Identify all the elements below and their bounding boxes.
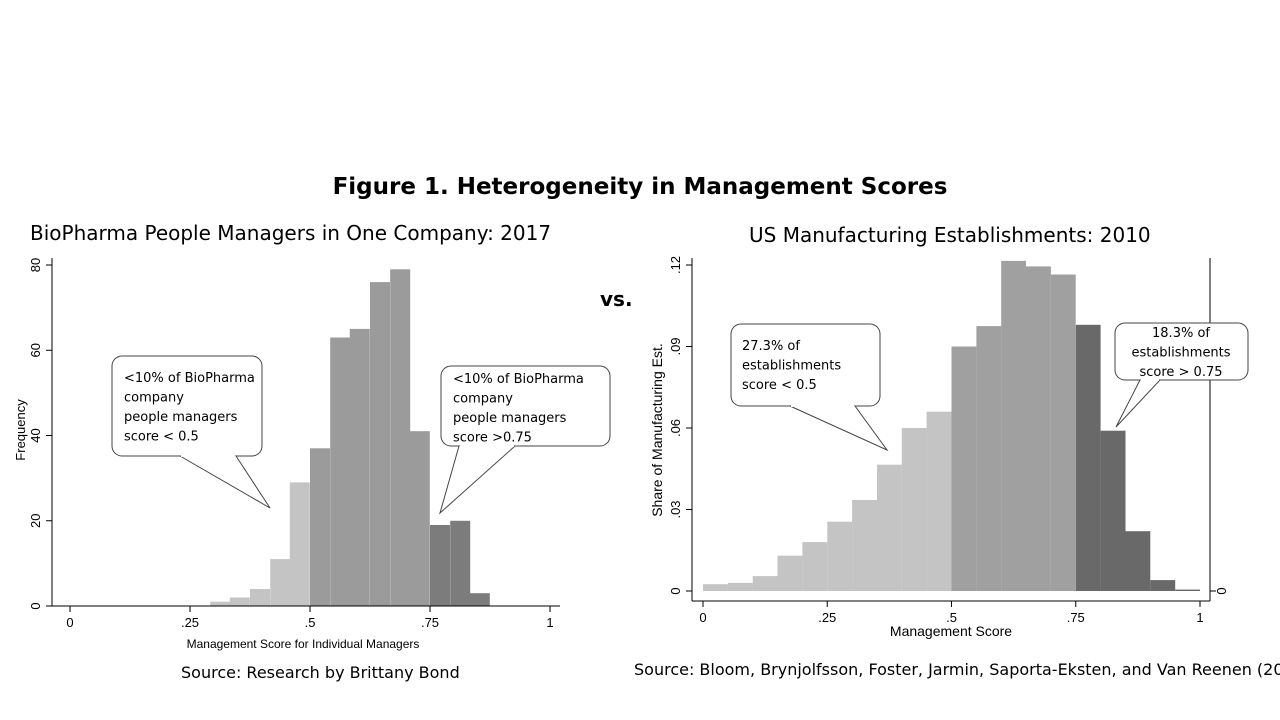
callout-pointer: [439, 445, 516, 515]
right-callout-2: 18.3% of establishments score > 0.75: [1114, 322, 1249, 428]
left-y-tick-label: 0: [28, 602, 43, 609]
right-source-note: Source: Bloom, Brynjolfsson, Foster, Jar…: [634, 660, 1280, 679]
right-bar-7: [877, 464, 902, 591]
callout-text-line: company: [453, 392, 513, 407]
callout-text-line: score > 0.75: [1139, 365, 1222, 380]
right-secondary-axis-label: 0: [1214, 587, 1229, 594]
right-bar-17: [1125, 531, 1151, 591]
right-x-axis-label: Management Score: [890, 623, 1012, 639]
right-y-tick-label: .06: [668, 419, 683, 437]
callout-text-line: <10% of BioPharma: [453, 372, 584, 387]
callout-pointer: [1115, 379, 1161, 428]
callout-text-line: score < 0.5: [124, 430, 199, 445]
right-bar-3: [777, 555, 803, 591]
right-bar-19: [1175, 589, 1200, 591]
left-callout-1: <10% of BioPharma company people managers s…: [111, 355, 271, 509]
left-y-tick-label: 20: [28, 514, 43, 528]
right-bar-13: [1026, 266, 1051, 591]
callout-text-line: score < 0.5: [742, 378, 817, 393]
right-y-tick-label: 0: [668, 587, 683, 594]
right-y-tick-label: .09: [668, 337, 683, 355]
callout-text-line: people managers: [124, 410, 238, 425]
callout-text-line: score >0.75: [453, 431, 532, 446]
right-bar-0: [703, 584, 728, 591]
left-x-tick-label: .25: [181, 615, 199, 630]
left-bar-7: [349, 328, 370, 606]
left-bar-8: [370, 282, 390, 606]
callout-text-line: 18.3% of: [1152, 326, 1210, 341]
figure-title: Figure 1. Heterogeneity in Management Sc…: [332, 174, 948, 200]
left-callout-2: <10% of BioPharma company people managers s…: [439, 365, 611, 515]
left-x-tick-label: .75: [421, 615, 439, 630]
callout-pointer: [789, 405, 889, 452]
right-x-tick-label: 1: [1196, 610, 1203, 625]
left-bar-6: [330, 337, 351, 606]
callout-text-line: establishments: [742, 359, 841, 374]
left-y-tick-label: 80: [28, 258, 43, 272]
left-x-axis-label: Management Score for Individual Managers: [187, 637, 420, 651]
left-x-tick-label: 1: [546, 615, 553, 630]
right-bar-11: [976, 326, 1002, 591]
right-x-tick-label: .75: [1067, 610, 1085, 625]
right-bar-4: [802, 542, 828, 591]
right-x-tick-label: .5: [946, 610, 957, 625]
left-bar-0: [210, 601, 231, 606]
right-y-axis-label: Share of Manufacturing Est.: [649, 343, 665, 517]
left-bar-2: [250, 589, 270, 606]
vs-label: vs.: [600, 287, 633, 311]
left-bar-3: [270, 559, 291, 606]
left-bar-4: [289, 482, 310, 606]
right-bar-15: [1075, 324, 1101, 591]
left-bar-10: [409, 431, 430, 606]
left-y-axis-label: Frequency: [13, 399, 28, 461]
left-x-tick-label: .5: [305, 615, 316, 630]
right-y-tick-label: .12: [668, 256, 683, 274]
right-bar-10: [951, 346, 977, 591]
callout-text-line: <10% of BioPharma: [124, 371, 255, 386]
callout-pointer: [179, 455, 271, 509]
left-chart-title: BioPharma People Managers in One Company…: [30, 221, 552, 245]
right-bar-8: [901, 428, 927, 591]
left-bar-13: [469, 593, 490, 606]
right-bar-9: [926, 411, 952, 591]
callout-text-line: company: [124, 391, 184, 406]
left-bar-11: [430, 525, 450, 606]
right-bar-6: [852, 500, 877, 591]
right-callout-1: 27.3% of establishments score < 0.5: [730, 323, 889, 452]
right-bar-18: [1150, 580, 1176, 591]
left-source-note: Source: Research by Brittany Bond: [181, 663, 460, 682]
left-x-tick-label: 0: [66, 615, 73, 630]
left-bar-12: [450, 520, 471, 607]
right-y-tick-label: .03: [668, 500, 683, 518]
right-bar-2: [752, 576, 778, 591]
right-bar-14: [1050, 274, 1076, 591]
right-bar-16: [1100, 430, 1126, 591]
left-bar-1: [229, 597, 250, 606]
right-bar-5: [827, 521, 853, 591]
left-bar-5: [310, 448, 330, 606]
left-y-tick-label: 40: [28, 428, 43, 442]
right-x-tick-label: 0: [699, 610, 706, 625]
right-bar-12: [1001, 260, 1026, 591]
right-bar-1: [727, 582, 753, 591]
callout-box: [1114, 322, 1249, 381]
callout-box: [440, 365, 611, 447]
left-y-tick-label: 60: [28, 343, 43, 357]
callout-text-line: 27.3% of: [742, 339, 800, 354]
callout-text-line: people managers: [453, 411, 567, 426]
callout-text-line: establishments: [1131, 346, 1230, 361]
right-x-tick-label: .25: [818, 610, 836, 625]
left-bar-9: [390, 269, 411, 606]
right-chart-title: US Manufacturing Establishments: 2010: [749, 223, 1151, 247]
